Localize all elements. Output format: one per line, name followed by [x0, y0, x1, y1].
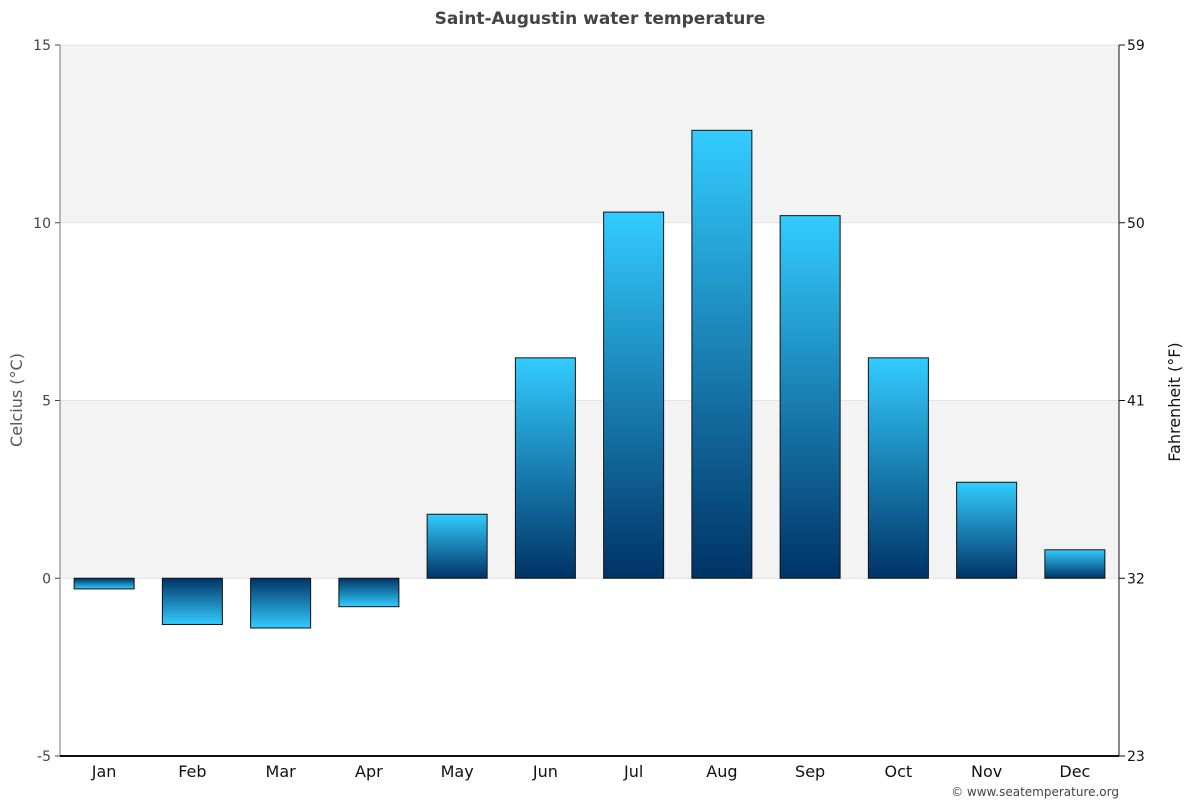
- y-tick-label-left: 0: [42, 571, 51, 587]
- bars: [73, 129, 1106, 629]
- background-band: [60, 222, 1119, 401]
- x-tick-label: Dec: [1059, 762, 1090, 781]
- background-band: [60, 45, 1119, 223]
- x-tick-label: May: [441, 762, 474, 781]
- chart-title: Saint-Augustin water temperature: [435, 9, 766, 29]
- y-tick-label-right: 32: [1127, 571, 1145, 587]
- y-tick-label-right: 41: [1127, 394, 1145, 410]
- y-ticks-left: 15 10 5 0 -5: [33, 38, 60, 765]
- x-tick-label: Jun: [532, 762, 558, 781]
- y-axis-label-left: Celcius (°C): [7, 353, 26, 447]
- background-band: [60, 578, 1119, 756]
- x-tick-label: Jul: [623, 762, 643, 781]
- y-tick-label-right: 23: [1127, 749, 1145, 765]
- y-tick-label-left: 15: [33, 38, 51, 54]
- bar-may[interactable]: [426, 513, 488, 579]
- bar-jul[interactable]: [603, 211, 665, 579]
- x-tick-label: Feb: [178, 762, 206, 781]
- y-ticks-right: 59 50 41 32 23: [1119, 38, 1145, 765]
- bar-sep[interactable]: [779, 215, 841, 579]
- axes: [59, 45, 1120, 757]
- x-tick-label: Mar: [266, 762, 297, 781]
- bar-nov[interactable]: [956, 481, 1018, 579]
- x-tick-label: Oct: [885, 762, 913, 781]
- x-tick-label: Apr: [355, 762, 383, 781]
- y-axis-label-right: Fahrenheit (°F): [1165, 342, 1184, 461]
- bar-jun[interactable]: [514, 357, 576, 579]
- bar-oct[interactable]: [867, 357, 929, 579]
- bar-feb[interactable]: [161, 577, 223, 625]
- x-tick-label: Sep: [795, 762, 825, 781]
- y-tick-label-left: 10: [33, 216, 51, 232]
- bar-mar[interactable]: [250, 577, 312, 629]
- x-tick-label: Jan: [91, 762, 117, 781]
- x-ticks: Jan Feb Mar Apr May Jun Jul Aug Sep Oct Nov Dec: [91, 762, 1091, 781]
- bar-dec[interactable]: [1044, 549, 1106, 579]
- y-tick-label-left: -5: [37, 749, 51, 765]
- bar-apr[interactable]: [338, 577, 400, 608]
- y-tick-label-right: 59: [1127, 38, 1145, 54]
- credit-text: © www.seatemperature.org: [951, 785, 1119, 799]
- x-tick-label: Aug: [706, 762, 737, 781]
- background-band: [60, 400, 1119, 579]
- y-tick-label-right: 50: [1127, 216, 1145, 232]
- bar-jan[interactable]: [73, 577, 135, 590]
- background-bands: [60, 45, 1119, 756]
- y-tick-label-left: 5: [42, 394, 51, 410]
- bar-aug[interactable]: [691, 129, 753, 579]
- x-tick-label: Nov: [971, 762, 1002, 781]
